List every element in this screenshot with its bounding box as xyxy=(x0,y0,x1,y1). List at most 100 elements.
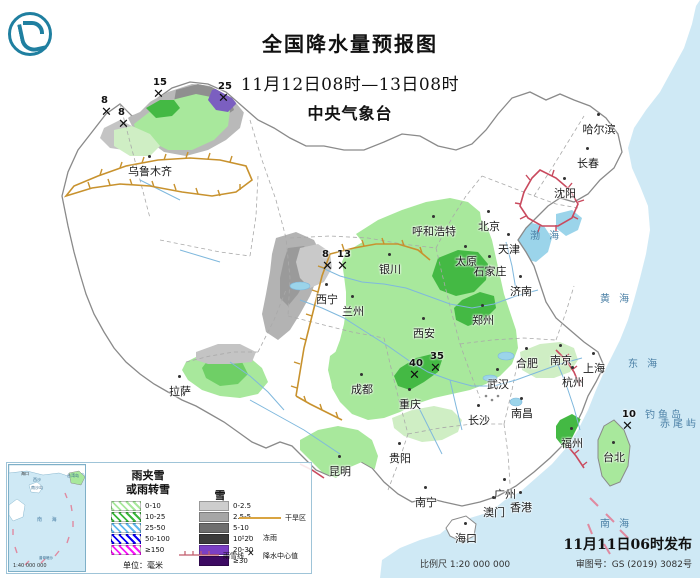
precip-center-value: 13 xyxy=(337,249,351,260)
city-label: 广州 xyxy=(494,488,516,501)
city-label: 太原 xyxy=(455,255,477,268)
svg-text:西沙: 西沙 xyxy=(33,477,41,482)
city-dot-29 xyxy=(492,496,495,499)
korea-bay xyxy=(556,210,582,236)
city-label: 成都 xyxy=(351,383,373,396)
city-dot-1 xyxy=(178,375,181,378)
legend-value-label: 10-25 xyxy=(145,513,166,521)
nine-dash-line xyxy=(587,497,629,555)
freezing-rain-dots xyxy=(484,394,500,402)
legend-value-label: 20-30 xyxy=(233,546,254,554)
city-dot-0 xyxy=(148,155,151,158)
legend-precip-center-icon: ✕ xyxy=(247,549,255,559)
svg-text:南沙岛: 南沙岛 xyxy=(31,484,43,490)
city-dot-28 xyxy=(519,491,522,494)
precipitation-areas xyxy=(100,84,620,490)
legend-swatch xyxy=(199,501,229,511)
map-scale: 比例尺 1:20 000 000 xyxy=(420,560,511,570)
precip-center-cross-icon: ✕ xyxy=(337,259,348,274)
city-label: 郑州 xyxy=(472,314,494,327)
sea-label: 东 海 xyxy=(628,359,661,370)
city-dot-31 xyxy=(563,177,566,180)
review-number: 审图号：GS (2019) 3082号 xyxy=(575,560,692,570)
city-label: 武汉 xyxy=(487,378,509,391)
city-label: 银川 xyxy=(379,263,401,276)
precip-center-value: 8 xyxy=(322,249,329,260)
city-label: 海口 xyxy=(455,532,477,545)
city-dot-23 xyxy=(477,404,480,407)
city-label: 沈阳 xyxy=(554,187,576,200)
precip-center-value: 15 xyxy=(153,77,167,88)
precip-center-value: 10 xyxy=(622,409,636,420)
release-time: 11月11日06时发布 xyxy=(563,537,692,553)
precip-center-cross-icon: ✕ xyxy=(101,105,112,120)
hainan-island xyxy=(445,515,477,543)
city-dot-13 xyxy=(360,373,363,376)
city-label: 南宁 xyxy=(415,496,437,509)
legend-drought-label: 干旱区 xyxy=(285,514,306,522)
city-dot-19 xyxy=(559,344,562,347)
legend-swatch xyxy=(111,512,141,522)
legend-unit: 单位：毫米 xyxy=(123,561,163,570)
city-dot-32 xyxy=(586,147,589,150)
legend-header-sleet-line1: 雨夹雪 xyxy=(131,469,165,482)
city-label: 哈尔滨 xyxy=(582,123,616,136)
forecast-period: 11月12日08时—13日08时 xyxy=(240,75,460,95)
precip-center-cross-icon: ✕ xyxy=(322,259,333,274)
city-dot-20 xyxy=(592,352,595,355)
city-label: 昆明 xyxy=(329,465,351,478)
sea-label: 渤 海 xyxy=(530,231,563,242)
legend-swatch xyxy=(111,534,141,544)
taiwan-island xyxy=(597,419,631,487)
city-dot-11 xyxy=(481,304,484,307)
drought-area-line xyxy=(63,157,431,421)
precip-center-cross-icon: ✕ xyxy=(409,368,420,383)
city-dot-4 xyxy=(388,253,391,256)
precip-center-cross-icon: ✕ xyxy=(118,117,129,132)
issuing-org: 中央气象台 xyxy=(307,104,393,123)
city-dot-6 xyxy=(487,210,490,213)
city-label: 北京 xyxy=(478,220,500,233)
legend-swatch xyxy=(111,545,141,555)
city-label: 福州 xyxy=(561,437,583,450)
rain-core-henan xyxy=(454,292,496,326)
svg-text:曾母暗沙: 曾母暗沙 xyxy=(39,555,53,560)
city-dot-18 xyxy=(525,347,528,350)
precip-center-cross-icon: ✕ xyxy=(622,419,633,434)
lakes xyxy=(289,281,523,407)
sea-label: 黄 海 xyxy=(600,294,633,305)
city-label: 兰州 xyxy=(342,305,364,318)
drought-barbs xyxy=(87,151,423,419)
legend-precip-center-label: 降水中心值 xyxy=(263,552,298,560)
city-label: 乌鲁木齐 xyxy=(128,165,172,178)
precip-center-value: 35 xyxy=(430,351,444,362)
cma-dragon-logo xyxy=(8,12,52,56)
legend-value-label: 25-50 xyxy=(145,524,166,532)
city-label: 合肥 xyxy=(516,357,538,370)
legend-swatch xyxy=(199,534,229,544)
city-dot-17 xyxy=(496,368,499,371)
precip-center-cross-icon: ✕ xyxy=(153,87,164,102)
city-dot-27 xyxy=(424,486,427,489)
city-label: 长春 xyxy=(577,157,599,170)
south-china-sea-inset: 西沙 南沙岛 南 海 台湾岛 曾母暗沙 海口 1:40 000 000 xyxy=(8,464,86,572)
legend-value-label: ≥150 xyxy=(145,546,165,554)
city-dot-24 xyxy=(570,427,573,430)
city-label: 呼和浩特 xyxy=(412,225,456,238)
legend-swatch xyxy=(111,501,141,511)
city-label: 重庆 xyxy=(399,398,421,411)
legend-swatch xyxy=(199,523,229,533)
page-title: 全国降水量预报图 xyxy=(262,32,438,56)
city-dot-15 xyxy=(398,442,401,445)
city-dot-30 xyxy=(464,522,467,525)
city-dot-9 xyxy=(464,245,467,248)
legend-header-snow: 雪 xyxy=(214,489,226,502)
city-label: 南京 xyxy=(550,354,572,367)
precip-center-value: 8 xyxy=(101,95,108,106)
city-label: 拉萨 xyxy=(169,385,191,398)
legend-swatch xyxy=(199,512,229,522)
city-dot-2 xyxy=(325,283,328,286)
city-label: 长沙 xyxy=(468,414,490,427)
inset-scale: 1:40 000 000 xyxy=(13,563,47,569)
